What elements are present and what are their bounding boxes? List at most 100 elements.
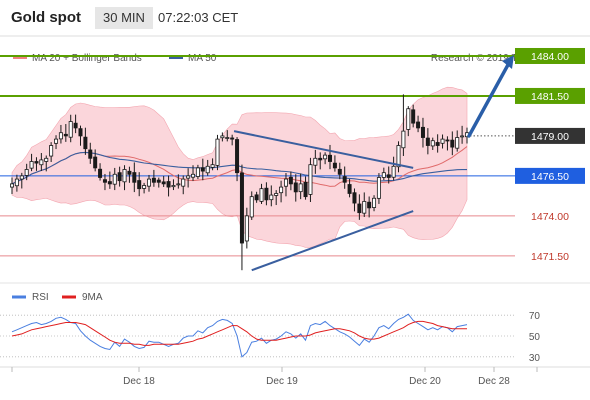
candle-body-down [83, 136, 88, 150]
candle-body-up [181, 178, 186, 187]
current-price-label-box [515, 127, 585, 144]
legend-swatch-ma20 [13, 55, 27, 59]
candle-body-down [132, 172, 137, 183]
candle-body-down [166, 181, 171, 188]
candle [181, 175, 186, 195]
candle [186, 168, 191, 188]
candle-body-up [225, 137, 230, 139]
moving-averages [11, 146, 468, 187]
candle [29, 153, 34, 172]
candle-body-up [298, 183, 303, 193]
candle [39, 153, 44, 172]
candle [54, 135, 59, 150]
candle-body-down [235, 139, 240, 174]
projection-arrowhead [502, 54, 514, 69]
candle-body-down [117, 172, 122, 182]
candle-body-up [381, 172, 386, 178]
candle [58, 124, 63, 144]
candle [14, 174, 19, 192]
candle [235, 137, 240, 182]
candle [102, 173, 107, 191]
candle [279, 180, 284, 203]
candle-body-up [430, 140, 435, 147]
candle [88, 142, 93, 164]
resistance-label-text: 1484.00 [531, 51, 569, 63]
candle-body-down [230, 137, 235, 140]
candle-body-up [460, 135, 465, 138]
candle [200, 158, 205, 181]
candle-body-up [323, 154, 328, 160]
candle [83, 127, 88, 155]
candle [244, 207, 249, 249]
candle [215, 134, 220, 171]
candle-body-down [73, 122, 78, 129]
candle-body-down [107, 181, 112, 185]
candle-body-down [293, 182, 298, 193]
candle [146, 174, 151, 192]
candle-body-up [283, 178, 288, 187]
candle-body-down [425, 137, 430, 146]
support-label-text: 1471.50 [531, 251, 569, 263]
candle [376, 173, 381, 204]
candle [161, 175, 166, 187]
timeframe-selector[interactable]: 30 MIN [95, 7, 153, 29]
candle [274, 190, 279, 206]
candle-body-up [279, 186, 284, 194]
candle-body-down [288, 176, 293, 185]
candle-body-up [68, 121, 73, 138]
candle [63, 124, 68, 142]
candle [117, 166, 122, 187]
candle-body-up [195, 167, 200, 177]
candle-body-up [406, 108, 411, 130]
x-axis-tick-label: Dec 18 [123, 376, 155, 387]
candle [230, 134, 235, 146]
candle [303, 176, 308, 200]
candle [93, 149, 98, 172]
candle [381, 167, 386, 181]
candle-body-up [440, 138, 445, 144]
legend-label-ma50: MA 50 [188, 53, 217, 64]
candle [347, 179, 352, 198]
lower-trendline [251, 210, 414, 272]
candle-body-up [205, 165, 210, 174]
rsi-level-label: 30 [529, 353, 541, 364]
candle [357, 194, 362, 220]
candle [249, 191, 254, 220]
candle-body-down [93, 156, 98, 169]
candle [386, 166, 391, 184]
candle [308, 157, 313, 203]
candle [107, 171, 112, 189]
candle-body-down [420, 126, 425, 138]
candle-body-up [401, 130, 406, 149]
candle-body-down [264, 187, 269, 201]
candle-body-down [34, 161, 39, 164]
candle-body-down [342, 176, 347, 183]
candle [411, 104, 416, 128]
candle-body-up [396, 145, 401, 168]
candle-body-down [411, 109, 416, 124]
candle-body-up [220, 135, 225, 139]
candle [73, 114, 78, 134]
candle-body-up [376, 177, 381, 199]
candle-body-down [151, 177, 156, 183]
candle-body-up [176, 183, 181, 186]
candle [269, 185, 274, 207]
candle [191, 165, 196, 181]
candle-body-down [78, 128, 83, 137]
candle-body-up [146, 178, 151, 187]
resistance-label-box [515, 87, 585, 104]
candle [49, 142, 54, 162]
candle-body-up [308, 164, 313, 195]
candlesticks [9, 94, 469, 271]
candle [283, 173, 288, 197]
candle [225, 130, 230, 142]
candle-body-up [24, 169, 29, 176]
candle [239, 164, 244, 271]
candle [372, 195, 377, 212]
candle-body-up [171, 185, 176, 188]
candle-body-up [49, 145, 54, 157]
price-level-labels: 1484.00 1481.50 1479.00 1476.50 1474.00 1471.… [515, 47, 585, 263]
candle [455, 130, 460, 152]
candle-body-down [127, 170, 132, 175]
